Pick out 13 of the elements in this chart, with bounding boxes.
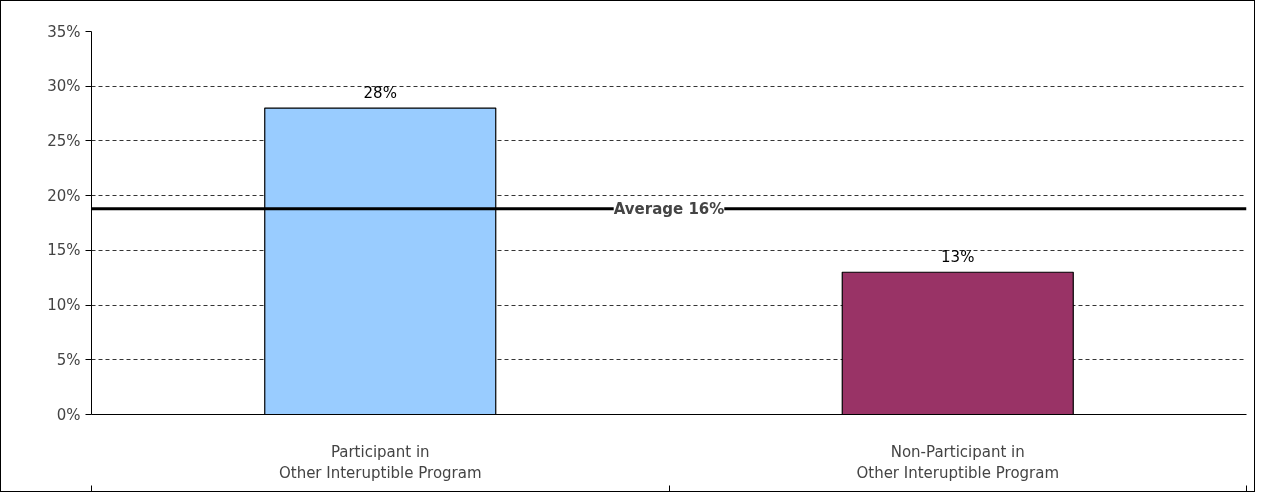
y-tick-label: 15% [47, 241, 81, 260]
ref-line-label: Average 16% [613, 199, 725, 218]
y-tick-label: 20% [47, 186, 81, 205]
data-label: 13% [941, 248, 975, 267]
y-tick-label: 25% [47, 131, 81, 150]
y-tick-label: 5% [56, 350, 81, 369]
x-tick-label: Participant in Other Interuptible Program [278, 442, 482, 483]
y-tick-label: 30% [47, 77, 81, 96]
y-tick-label: 10% [47, 296, 81, 315]
y-tick-label: 35% [47, 22, 81, 41]
data-label: 28% [363, 84, 397, 103]
y-tick-label: 0% [56, 405, 81, 424]
x-tick-label: Non-Participant in Other Interuptible Program [856, 442, 1060, 483]
